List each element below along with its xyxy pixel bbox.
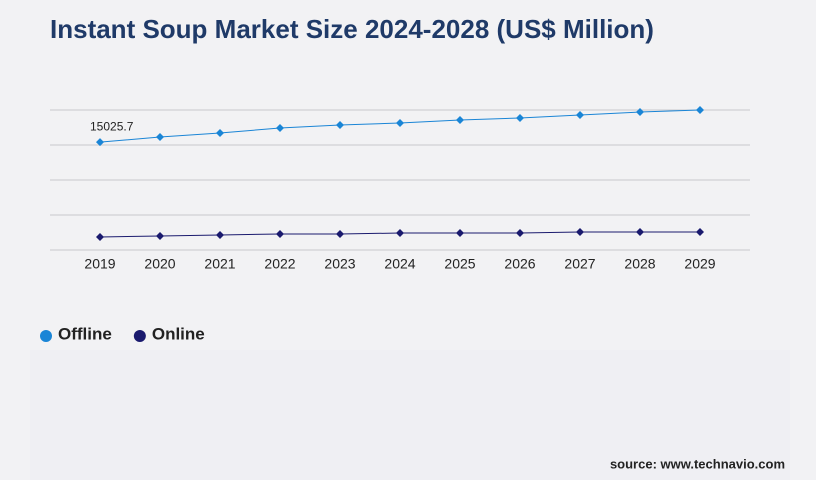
- x-tick-label: 2026: [504, 256, 535, 272]
- data-label: 15025.7: [90, 119, 134, 133]
- point: [396, 228, 404, 237]
- chart-title: Instant Soup Market Size 2024-2028 (US$ …: [50, 14, 654, 44]
- point: [576, 110, 584, 119]
- point: [516, 113, 524, 122]
- x-tick-label: 2025: [444, 256, 475, 272]
- point: [276, 229, 284, 238]
- x-tick-label: 2029: [684, 256, 715, 272]
- point: [696, 228, 704, 237]
- x-tick-label: 2019: [84, 256, 115, 272]
- point: [456, 228, 464, 237]
- point: [396, 118, 404, 127]
- x-tick-label: 2021: [204, 256, 235, 272]
- point: [276, 123, 284, 132]
- legend-label: Online: [152, 324, 205, 343]
- point: [636, 228, 644, 237]
- point: [576, 228, 584, 237]
- point: [516, 228, 524, 237]
- x-tick-label: 2022: [264, 256, 295, 272]
- x-tick-label: 2023: [324, 256, 355, 272]
- panel: [30, 350, 790, 480]
- x-tick-label: 2028: [624, 256, 655, 272]
- x-tick-label: 2020: [144, 256, 175, 272]
- point: [156, 132, 164, 141]
- point: [96, 138, 104, 147]
- point: [336, 120, 344, 129]
- point: [156, 232, 164, 240]
- point: [456, 116, 464, 125]
- x-tick-label: 2027: [564, 256, 595, 272]
- point: [696, 106, 704, 114]
- point: [336, 229, 344, 238]
- point: [96, 232, 104, 241]
- point: [216, 231, 224, 240]
- legend-marker: [40, 330, 52, 342]
- source: source: www.technavio.com: [610, 456, 785, 471]
- point: [636, 107, 644, 116]
- legend-label: Offline: [58, 324, 112, 343]
- legend-marker: [133, 330, 146, 342]
- point: [216, 128, 224, 137]
- x-tick-label: 2024: [384, 256, 415, 272]
